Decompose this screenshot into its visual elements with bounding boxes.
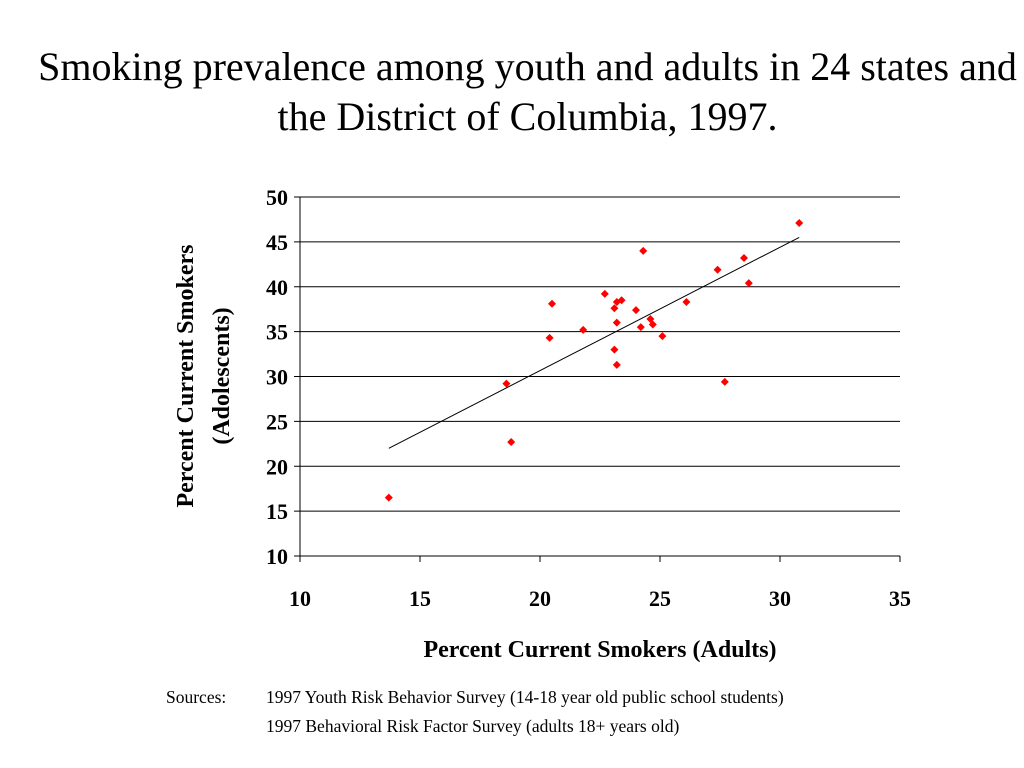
data-point-19 — [682, 298, 691, 307]
data-point-20 — [713, 265, 722, 274]
data-point-2 — [507, 438, 516, 447]
y-tick-label-45: 45 — [266, 230, 288, 255]
x-tick-label-15: 15 — [409, 586, 431, 611]
data-point-3 — [545, 333, 554, 342]
data-point-7 — [610, 304, 619, 313]
data-points — [384, 219, 804, 502]
data-point-21 — [720, 377, 729, 386]
data-point-1 — [502, 379, 511, 388]
x-tick-label-10: 10 — [289, 586, 311, 611]
x-tick-label-25: 25 — [649, 586, 671, 611]
data-point-24 — [795, 219, 804, 228]
y-tick-label-20: 20 — [266, 454, 288, 479]
trendline-group — [388, 236, 800, 449]
data-point-14 — [636, 323, 645, 332]
source-line-2: 1997 Behavioral Risk Factor Survey (adul… — [266, 716, 680, 736]
sources-label: Sources: — [166, 687, 227, 707]
y-tick-label-15: 15 — [266, 499, 288, 524]
y-tick-label-35: 35 — [266, 320, 288, 345]
data-point-9 — [617, 296, 626, 305]
data-point-23 — [744, 279, 753, 288]
chart-title: Smoking prevalence among youth and adult… — [38, 44, 1017, 139]
data-point-17 — [648, 320, 657, 329]
data-point-11 — [610, 345, 619, 354]
data-point-18 — [658, 332, 667, 341]
y-axis-label-line1: Percent Current Smokers — [173, 244, 199, 507]
axes — [294, 196, 901, 562]
y-axis-label-line2: (Adolescents) — [209, 307, 235, 444]
x-tick-label-30: 30 — [769, 586, 791, 611]
x-axis-label: Percent Current Smokers (Adults) — [423, 637, 776, 663]
data-point-13 — [632, 306, 640, 315]
trendline — [388, 236, 800, 449]
sources-note: Sources: 1997 Youth Risk Behavior Survey… — [166, 683, 784, 741]
y-tick-label-10: 10 — [266, 544, 288, 569]
y-tick-label-50: 50 — [266, 185, 288, 210]
y-tick-label-25: 25 — [266, 409, 288, 434]
data-point-5 — [579, 325, 588, 334]
x-tick-label-20: 20 — [529, 586, 551, 611]
data-point-6 — [600, 289, 609, 298]
tick-labels: 10 15 20 25 30 35 40 45 50 10 15 20 25 30 35 — [266, 185, 911, 611]
y-tick-label-30: 30 — [266, 365, 288, 390]
data-point-15 — [639, 246, 648, 255]
gridlines — [300, 196, 900, 512]
data-point-10 — [612, 318, 621, 327]
data-point-4 — [548, 299, 556, 308]
data-point-0 — [384, 493, 393, 502]
data-point-12 — [612, 360, 621, 369]
data-point-22 — [740, 254, 748, 263]
y-tick-label-40: 40 — [266, 275, 288, 300]
x-tick-label-35: 35 — [889, 586, 911, 611]
source-line-1: 1997 Youth Risk Behavior Survey (14-18 y… — [266, 687, 784, 707]
